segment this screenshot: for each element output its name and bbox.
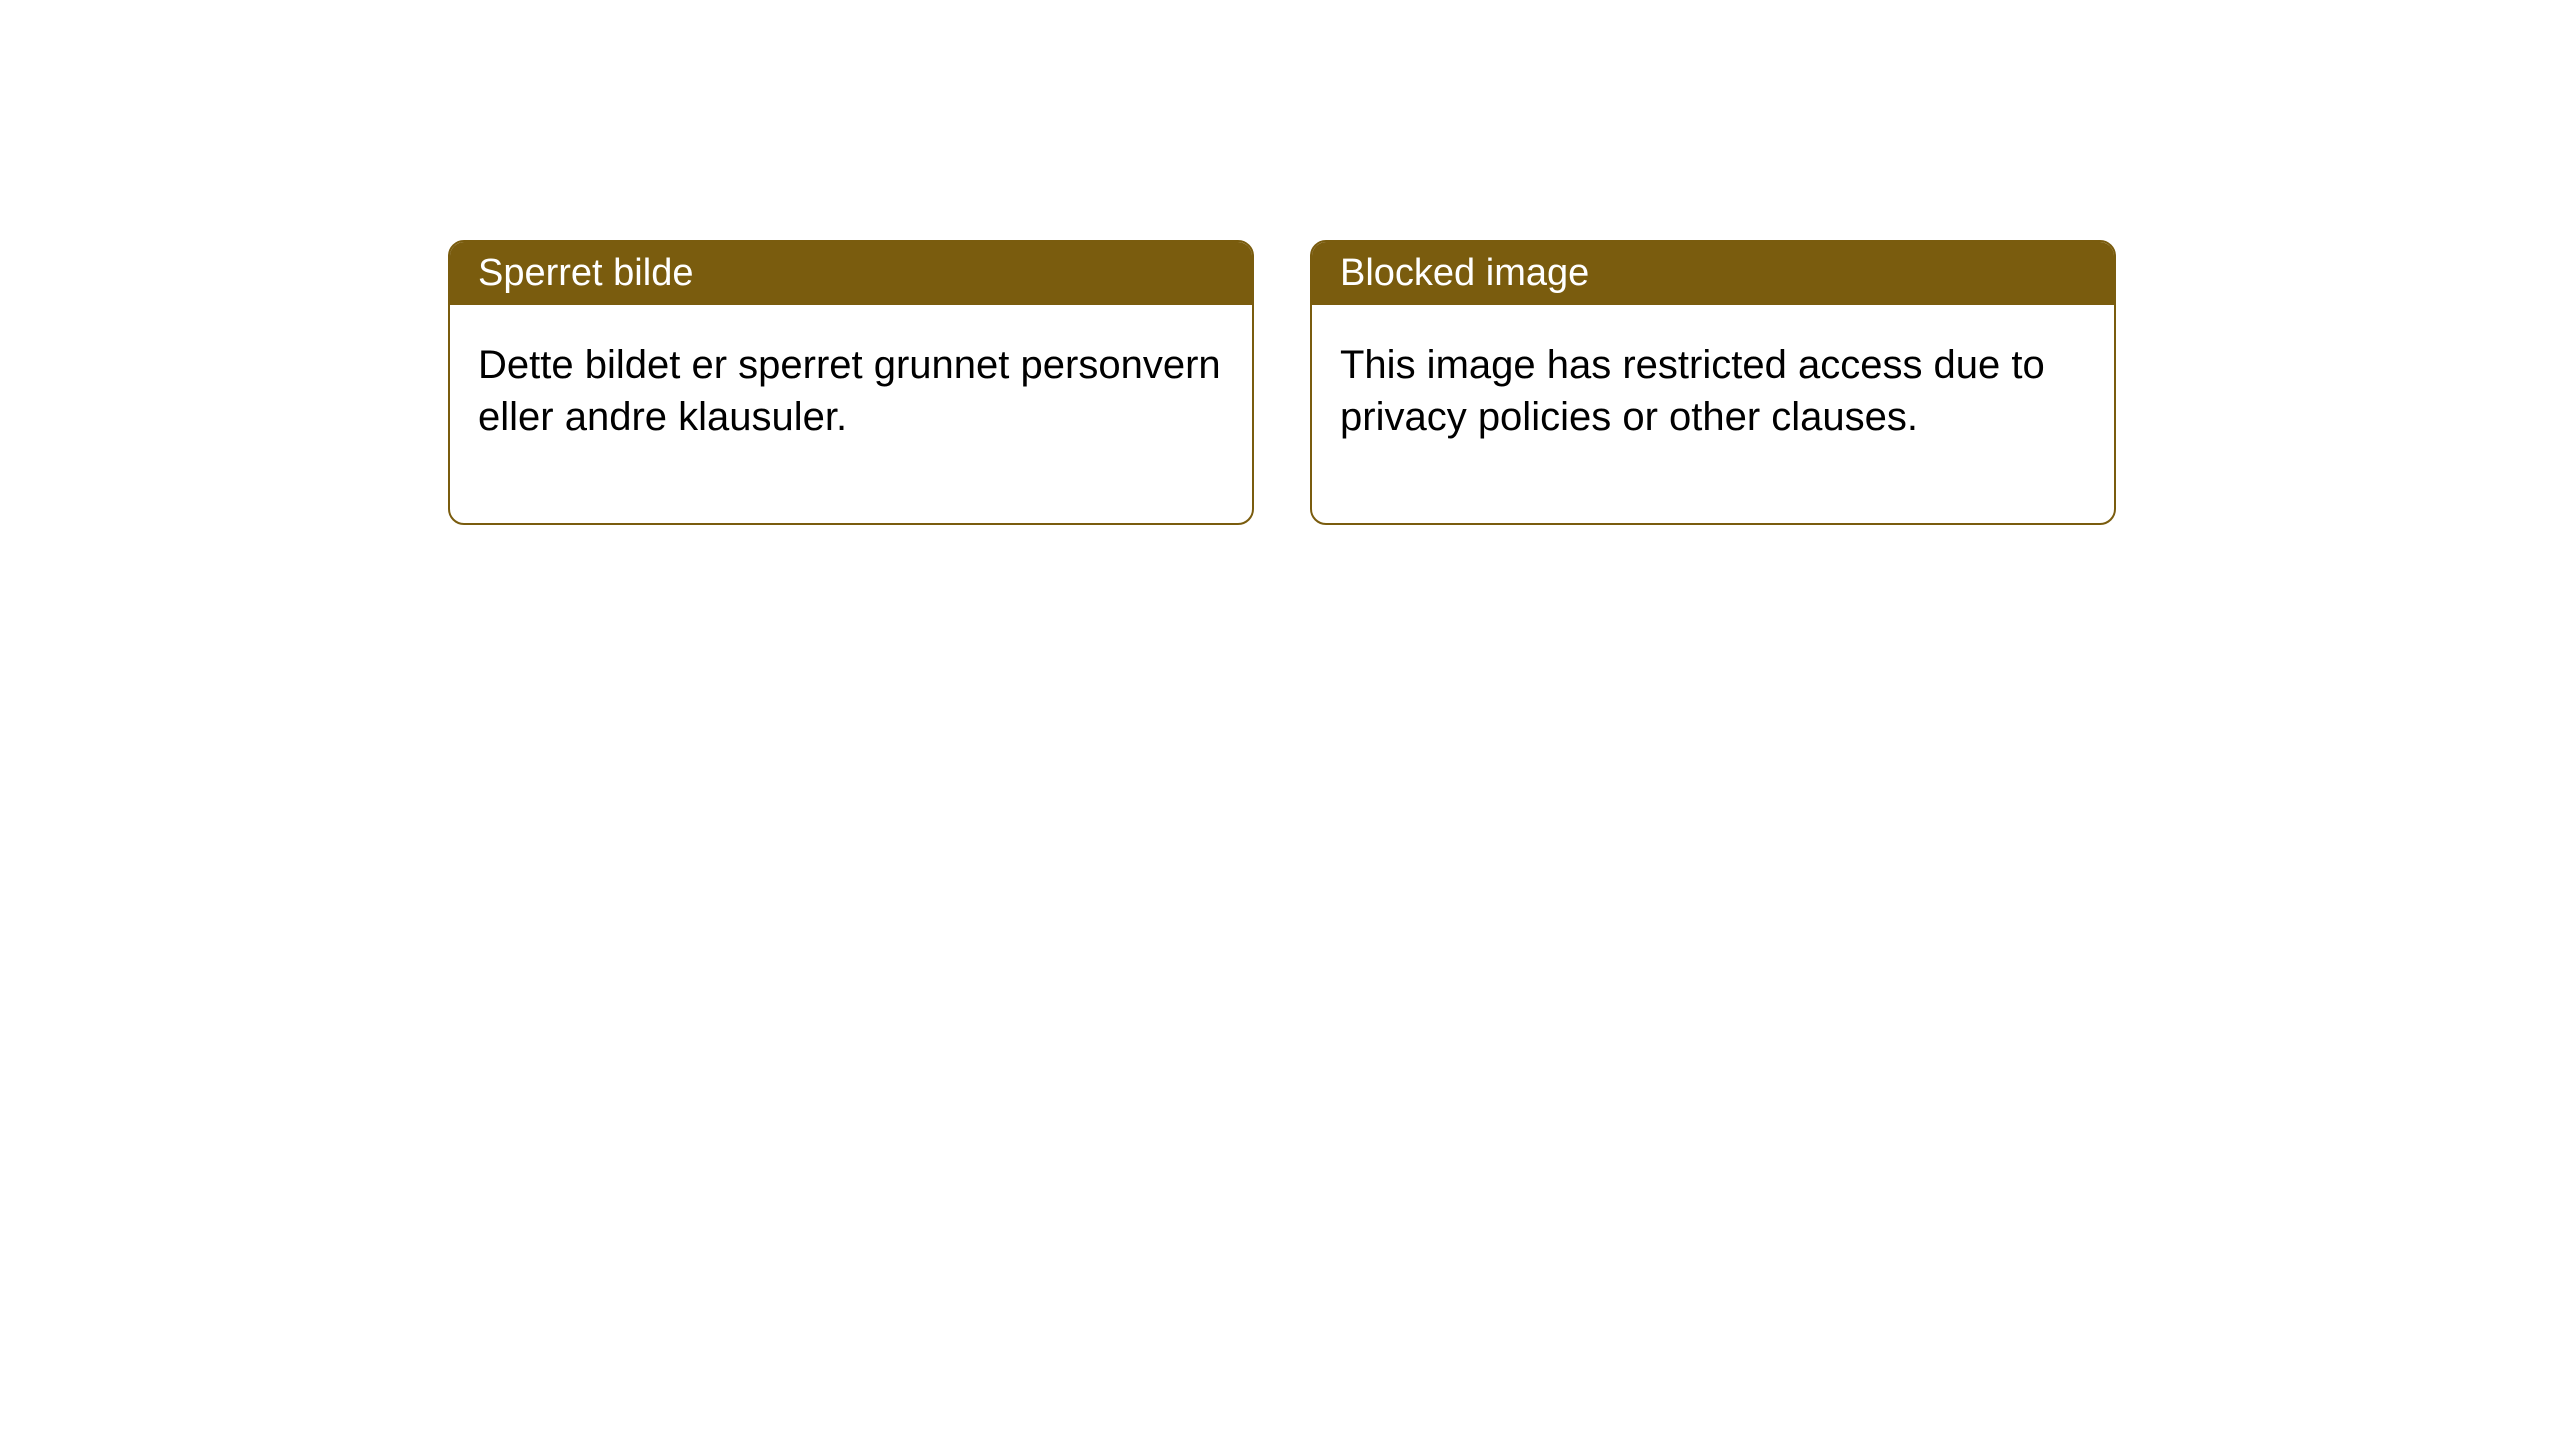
card-body-norwegian: Dette bildet er sperret grunnet personve… bbox=[450, 305, 1252, 523]
notice-card-norwegian: Sperret bilde Dette bildet er sperret gr… bbox=[448, 240, 1254, 525]
notice-card-english: Blocked image This image has restricted … bbox=[1310, 240, 2116, 525]
card-body-english: This image has restricted access due to … bbox=[1312, 305, 2114, 523]
card-header-norwegian: Sperret bilde bbox=[450, 242, 1252, 305]
card-header-english: Blocked image bbox=[1312, 242, 2114, 305]
notice-cards-container: Sperret bilde Dette bildet er sperret gr… bbox=[448, 240, 2116, 525]
